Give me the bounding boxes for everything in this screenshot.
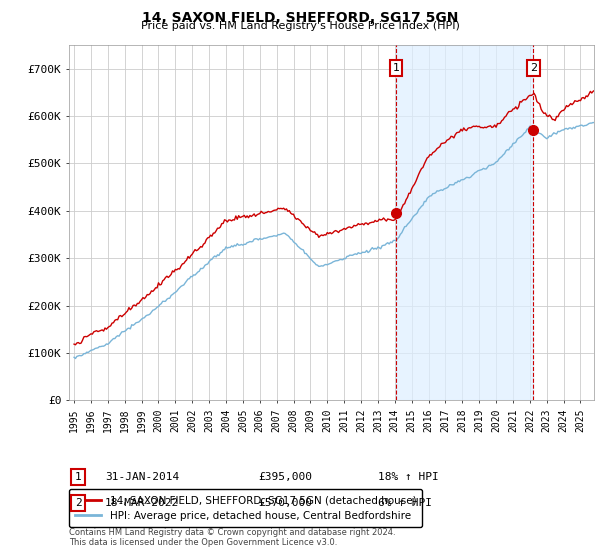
Text: 6% ↑ HPI: 6% ↑ HPI <box>378 498 432 508</box>
Text: 18-MAR-2022: 18-MAR-2022 <box>105 498 179 508</box>
Legend: 14, SAXON FIELD, SHEFFORD, SG17 5GN (detached house), HPI: Average price, detach: 14, SAXON FIELD, SHEFFORD, SG17 5GN (det… <box>69 489 422 527</box>
Text: 1: 1 <box>74 472 82 482</box>
Text: Price paid vs. HM Land Registry's House Price Index (HPI): Price paid vs. HM Land Registry's House … <box>140 21 460 31</box>
Text: 2: 2 <box>74 498 82 508</box>
Text: 18% ↑ HPI: 18% ↑ HPI <box>378 472 439 482</box>
Text: 14, SAXON FIELD, SHEFFORD, SG17 5GN: 14, SAXON FIELD, SHEFFORD, SG17 5GN <box>142 11 458 25</box>
Text: £570,000: £570,000 <box>258 498 312 508</box>
Text: £395,000: £395,000 <box>258 472 312 482</box>
Text: 31-JAN-2014: 31-JAN-2014 <box>105 472 179 482</box>
Text: 2: 2 <box>530 63 537 73</box>
Text: Contains HM Land Registry data © Crown copyright and database right 2024.
This d: Contains HM Land Registry data © Crown c… <box>69 528 395 547</box>
Bar <box>396 45 533 400</box>
Text: 1: 1 <box>393 63 400 73</box>
